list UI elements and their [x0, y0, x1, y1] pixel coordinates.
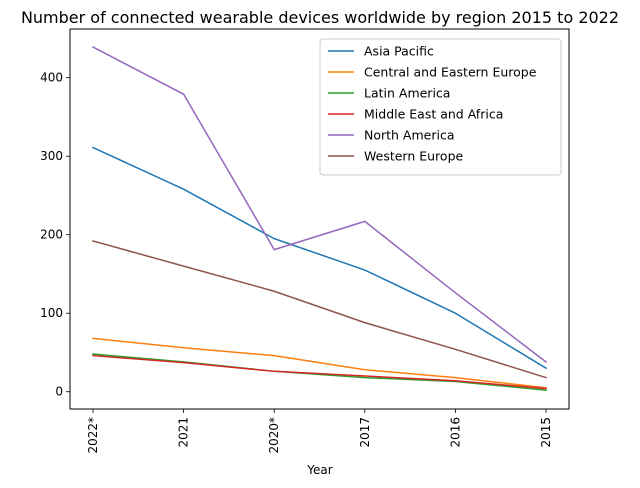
series-line-asia-pacific [92, 146, 548, 370]
series-line-western-europe [92, 240, 547, 379]
x-tick-label: 2016 [448, 417, 462, 448]
plot-lines [91, 46, 548, 391]
legend-entry-label: Middle East and Africa [364, 107, 503, 122]
x-axis: 2022* 2021 2020* 2017 2016 2015 [86, 409, 553, 454]
legend-entry-label: Latin America [364, 86, 450, 101]
chart-title: Number of connected wearable devices wor… [21, 8, 619, 27]
y-tick-label: 0 [55, 385, 63, 399]
series-line-latin-america [92, 353, 547, 391]
x-tick-label: 2015 [539, 417, 553, 448]
series-line-middle-east-and-africa [92, 354, 547, 390]
series-line-central-and-eastern-europe [92, 337, 547, 389]
x-tick-label: 2017 [358, 417, 372, 448]
x-axis-label: Year [306, 463, 332, 477]
y-tick-label: 400 [40, 71, 63, 85]
legend-entry-label: North America [364, 128, 455, 143]
y-tick-label: 200 [40, 228, 63, 242]
plot-area-frame [69, 28, 570, 410]
x-tick-label: 2021 [177, 417, 191, 448]
series-line-north-america [91, 46, 548, 363]
y-tick-label: 300 [40, 149, 63, 163]
legend: Asia Pacific Central and Eastern Europe La… [319, 38, 562, 176]
x-tick-label: 2022* [86, 417, 100, 454]
y-axis: 0 100 200 300 400 [40, 71, 70, 399]
legend-entry-label: Asia Pacific [364, 44, 434, 59]
legend-frame [319, 38, 562, 176]
x-tick-label: 2020* [267, 417, 281, 454]
legend-entry-label: Central and Eastern Europe [364, 65, 537, 80]
y-tick-label: 100 [40, 306, 63, 320]
legend-entry-label: Western Europe [364, 149, 464, 164]
